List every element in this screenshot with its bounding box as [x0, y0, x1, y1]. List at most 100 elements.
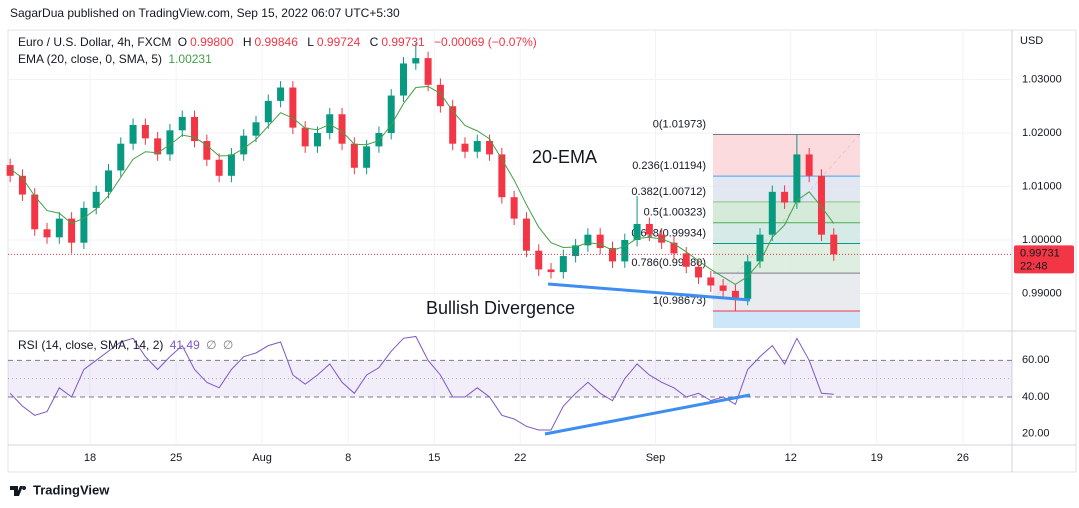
candle-body	[793, 154, 801, 203]
annotation: Bullish Divergence	[426, 298, 575, 318]
candle-body	[695, 266, 703, 278]
annotation: 20-EMA	[532, 147, 597, 167]
rsi-line	[9, 335, 834, 431]
ohlc: H 0.99846	[243, 35, 301, 49]
candle-body	[313, 132, 321, 147]
published: SagarDua published on TradingView.com, S…	[10, 6, 400, 20]
fib-label: 0.382(1.00712)	[631, 186, 706, 198]
candle-body	[756, 234, 764, 262]
candle-body	[473, 141, 481, 152]
y-tick-label: 60.00	[1022, 354, 1050, 366]
candle-body	[645, 223, 653, 235]
x-tick-label: 8	[345, 452, 351, 464]
candle-body	[805, 154, 813, 176]
rsi-value: 41.49	[169, 338, 200, 352]
divergence-line-rsi	[544, 393, 751, 436]
candle-body	[178, 116, 186, 131]
candle-body	[154, 138, 162, 155]
candle-body	[670, 242, 678, 254]
candle-body	[264, 100, 272, 123]
y-tick-label: 1.03000	[1022, 73, 1062, 85]
candle-body	[92, 191, 100, 208]
grid	[8, 30, 1012, 445]
fib-zone	[713, 201, 860, 223]
ohlc-key: H	[242, 35, 252, 49]
ohlc: L 0.99724	[307, 35, 363, 49]
candle-body	[215, 159, 223, 176]
ohlc-key: C	[369, 35, 379, 49]
countdown-label: 22:48	[1020, 260, 1048, 272]
x-tick-label: 26	[957, 452, 969, 464]
candle-body	[55, 218, 63, 238]
candle-body	[535, 250, 543, 270]
candle-body	[436, 84, 444, 107]
candle-body	[104, 170, 112, 192]
candle-body	[68, 218, 76, 243]
x-tick-label: 18	[84, 452, 96, 464]
candle-body	[830, 234, 838, 255]
ema-legend: EMA (20, close, 0, SMA, 5) 1.00231	[18, 52, 215, 66]
candle-body	[338, 114, 346, 144]
last-price-box	[1014, 245, 1074, 274]
candle-body	[289, 87, 297, 128]
candle-body	[363, 146, 371, 168]
candle-body	[141, 124, 149, 139]
x-tick-label: 19	[871, 452, 883, 464]
frame	[7, 29, 1077, 473]
candle-body	[203, 141, 211, 160]
y-tick-label: 0.99000	[1022, 287, 1062, 299]
candle-body	[621, 240, 629, 262]
x-tick-label: 25	[170, 452, 182, 464]
divergence-line-price	[547, 282, 751, 302]
candle-body	[6, 165, 14, 176]
ema-name: EMA (20, close, 0, SMA, 5)	[18, 52, 163, 66]
x-tick-label: Aug	[252, 452, 272, 464]
ema-line	[9, 85, 835, 286]
candle-body	[191, 116, 199, 142]
candle-body	[301, 127, 309, 147]
candle-body	[326, 114, 334, 133]
ema-value: 1.00231	[168, 52, 212, 66]
candle-body	[350, 143, 358, 168]
candle-body	[117, 143, 125, 171]
candle-body	[584, 234, 592, 246]
fib-label: 0.5(1.00323)	[644, 207, 706, 219]
candle-body	[424, 58, 432, 85]
y-tick-label: 1.01000	[1022, 180, 1062, 192]
rsi-band	[8, 360, 1012, 397]
ohlc: O 0.99800	[178, 35, 237, 49]
candle-body	[449, 106, 457, 144]
candle-body	[461, 143, 469, 152]
ohlc-key: O	[177, 35, 188, 49]
change: −0.00069 (−0.07%)	[434, 35, 537, 49]
lines	[8, 85, 1012, 431]
candle-body	[707, 277, 715, 286]
publish-line: SagarDua published on TradingView.com, S…	[10, 6, 403, 20]
candle-body	[387, 95, 395, 133]
fib-zone	[713, 243, 860, 274]
candle-body	[510, 197, 518, 219]
fib-zone	[713, 311, 860, 329]
ohlc-value: 0.99731	[381, 35, 425, 49]
rsi-legend: RSI (14, close, SMA, 14, 2) 41.49 ∅ ∅	[18, 338, 236, 352]
x-tick-label: 22	[514, 452, 526, 464]
candle-body	[240, 135, 248, 155]
candles	[6, 43, 838, 312]
candle-body	[719, 285, 727, 291]
y-tick-label: 1.00000	[1022, 234, 1062, 246]
x-tick-label: 15	[428, 452, 440, 464]
ohlc-value: 0.99724	[316, 35, 361, 49]
candle-body	[412, 58, 420, 64]
x-tick-label: 12	[785, 452, 797, 464]
candle-body	[817, 175, 825, 235]
labels: 18 25 Aug 8 15 22 Sep 12 19 26 1.03000 1.02000 1.010…	[84, 73, 1074, 464]
candle-body	[596, 234, 604, 249]
candle-body	[682, 253, 690, 267]
candle-body	[559, 256, 567, 273]
brand: TradingView	[33, 482, 110, 497]
candle-body	[80, 207, 88, 243]
fib-label: 0.236(1.01194)	[632, 160, 706, 172]
